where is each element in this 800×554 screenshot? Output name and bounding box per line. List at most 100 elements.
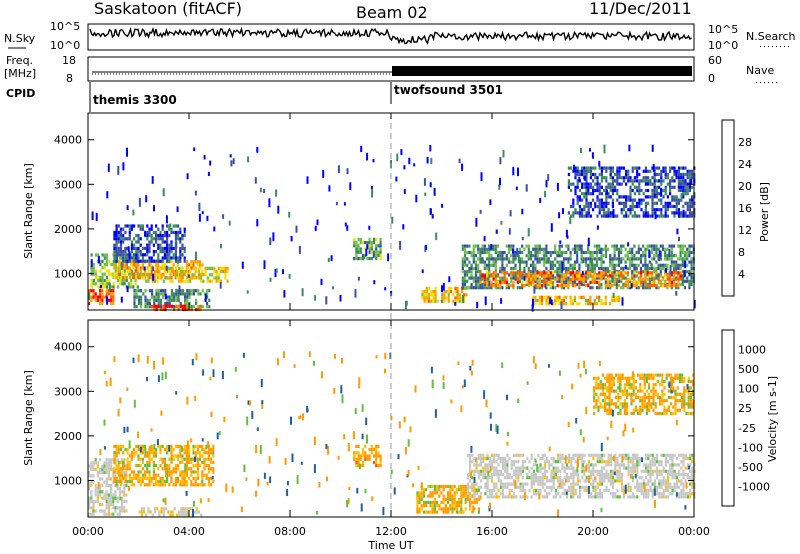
heatmap-cell (137, 234, 140, 238)
heatmap-cell (532, 469, 535, 473)
heatmap-cell (112, 496, 115, 500)
heatmap-cell (515, 495, 518, 499)
heatmap-cell (571, 279, 574, 283)
heatmap-cell (346, 225, 349, 231)
heatmap-cell (569, 271, 572, 275)
heatmap-cell (629, 185, 632, 189)
heatmap-cell (506, 469, 509, 473)
heatmap-cell (570, 492, 573, 496)
heatmap-cell (399, 241, 402, 250)
heatmap-cell (608, 373, 611, 377)
heatmap-cell (101, 471, 104, 475)
heatmap-cell (168, 483, 171, 487)
heatmap-cell (150, 263, 153, 267)
heatmap-cell (447, 500, 450, 505)
heatmap-cell (172, 253, 175, 257)
heatmap-cell (215, 276, 218, 280)
heatmap-cell (648, 266, 651, 271)
heatmap-cell (576, 195, 579, 199)
heatmap-cell (179, 237, 182, 241)
heatmap-cell (472, 286, 475, 290)
heatmap-cell (686, 466, 689, 470)
heatmap-cell (157, 237, 160, 241)
heatmap-cell (578, 195, 581, 199)
heatmap-cell (186, 279, 190, 283)
heatmap-cell (607, 211, 610, 215)
heatmap-cell (174, 444, 177, 448)
heatmap-cell (576, 172, 579, 177)
heatmap-cell (157, 292, 160, 296)
heatmap-cell (653, 176, 656, 180)
heatmap-cell (377, 444, 380, 448)
heatmap-cell (684, 188, 687, 193)
heatmap-cell (614, 456, 617, 461)
heatmap-cell (263, 189, 266, 194)
heatmap-cell (658, 192, 661, 196)
heatmap-cell (572, 472, 575, 477)
heatmap-cell (94, 509, 97, 513)
heatmap-cell (423, 290, 426, 294)
heatmap-cell (184, 279, 187, 283)
heatmap-cell (137, 240, 140, 244)
heatmap-cell (416, 507, 419, 511)
heatmap-cell (597, 399, 600, 403)
heatmap-cell (598, 185, 601, 189)
heatmap-cell (169, 279, 172, 283)
heatmap-cell (211, 273, 214, 277)
heatmap-cell (137, 301, 140, 306)
heatmap-cell (664, 185, 667, 189)
heatmap-cell (576, 495, 579, 499)
heatmap-cell (461, 266, 464, 271)
heatmap-cell (495, 460, 498, 464)
heatmap-cell (470, 263, 473, 267)
heatmap-cell (662, 204, 665, 209)
heatmap-cell (591, 152, 594, 159)
heatmap-cell (130, 451, 133, 455)
heatmap-cell (147, 273, 150, 277)
heatmap-cell (366, 454, 369, 458)
heatmap-cell (494, 266, 497, 271)
heatmap-cell (199, 454, 202, 458)
heatmap-cell (554, 460, 557, 464)
heatmap-cell (583, 214, 586, 218)
heatmap-cell (605, 469, 608, 473)
heatmap-cell (608, 395, 611, 400)
heatmap-cell (595, 254, 599, 258)
heatmap-cell (493, 488, 496, 493)
heatmap-cell (179, 301, 182, 306)
heatmap-cell (471, 488, 474, 493)
heatmap-cell (379, 237, 382, 241)
heatmap-cell (589, 214, 592, 218)
heatmap-cell (639, 247, 643, 251)
heatmap-cell (570, 182, 573, 186)
heatmap-cell (595, 379, 598, 384)
heatmap-cell (543, 463, 546, 467)
heatmap-cell (224, 276, 227, 280)
heatmap-cell (592, 172, 595, 177)
heatmap-cell (112, 301, 115, 306)
heatmap-cell (651, 482, 654, 486)
heatmap-cell (479, 463, 483, 467)
heatmap-cell (616, 179, 619, 183)
heatmap-cell (609, 182, 612, 186)
heatmap-cell (121, 458, 124, 462)
heatmap-cell (613, 250, 616, 255)
heatmap-cell (196, 467, 199, 471)
heatmap-cell (180, 513, 183, 517)
heatmap-cell (648, 244, 651, 248)
heatmap-cell (497, 284, 500, 288)
heatmap-cell (682, 188, 685, 193)
heatmap-cell (595, 263, 599, 267)
heatmap-cell (691, 195, 694, 199)
heatmap-cell (466, 488, 469, 493)
heatmap-cell (515, 186, 518, 191)
heatmap-cell (159, 230, 162, 234)
heatmap-cell (447, 507, 450, 511)
heatmap-cell (449, 286, 453, 290)
heatmap-cell (549, 274, 552, 278)
heatmap-cell (648, 249, 651, 259)
heatmap-cell (125, 509, 128, 513)
heatmap-cell (521, 276, 524, 280)
heatmap-cell (135, 305, 138, 309)
heatmap-cell (127, 285, 131, 289)
